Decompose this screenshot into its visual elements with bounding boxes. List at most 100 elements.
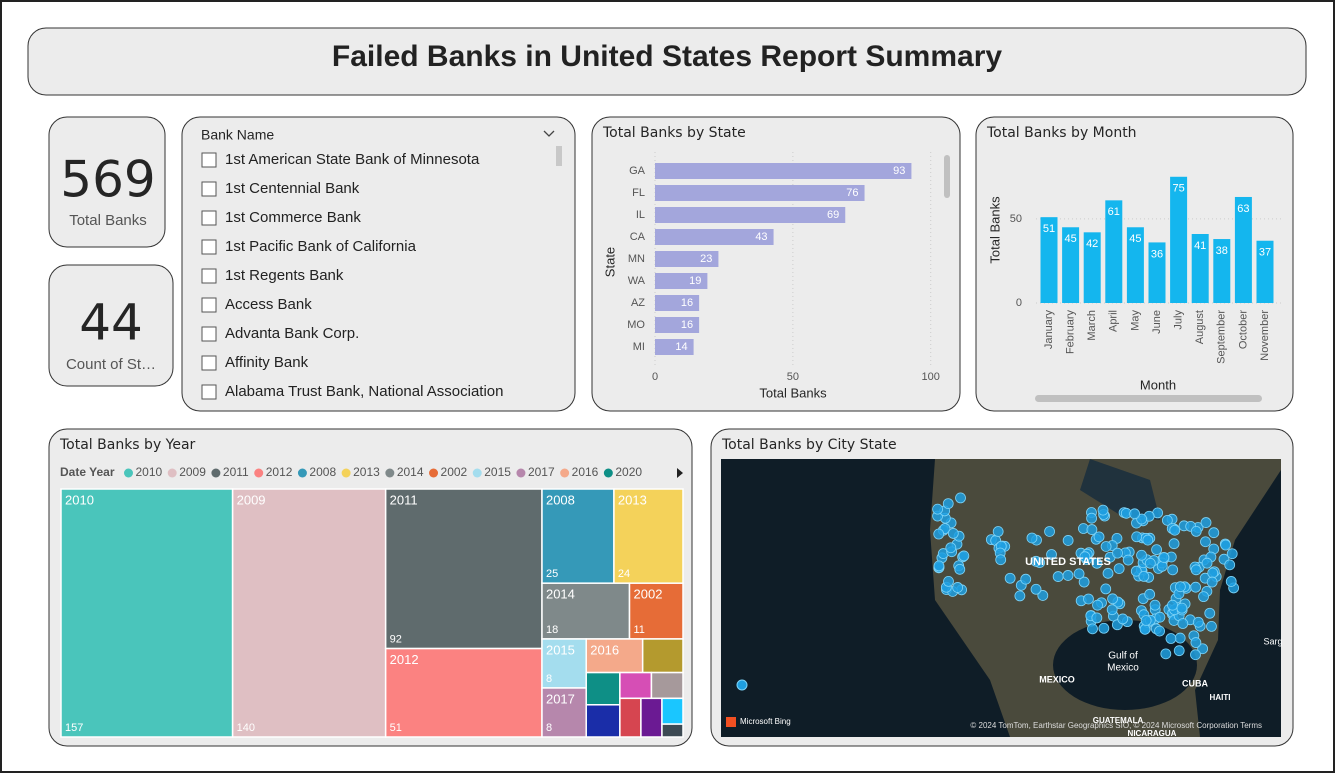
slicer-item[interactable]: 1st Regents Bank	[225, 267, 344, 284]
data-label: 18	[546, 624, 558, 636]
map-point	[1106, 604, 1118, 616]
data-label: 25	[546, 568, 558, 580]
checkbox[interactable]	[201, 152, 217, 168]
header-panel	[27, 27, 1307, 96]
map-point	[1113, 563, 1125, 574]
map-gulf	[1053, 620, 1197, 710]
legend-label: 2012	[266, 465, 293, 479]
checkbox[interactable]	[201, 326, 217, 342]
map-point	[1138, 571, 1150, 582]
map-point	[1144, 588, 1156, 600]
treemap-tile[interactable]	[619, 671, 653, 700]
map-ocean	[1195, 470, 1281, 737]
scrollbar[interactable]	[944, 155, 950, 198]
chart-title: Total Banks by Month	[986, 125, 1137, 141]
bar	[1083, 232, 1101, 303]
slicer-item[interactable]: 1st Commerce Bank	[225, 209, 361, 226]
legend-label: 2009	[179, 465, 206, 479]
bar	[655, 163, 912, 179]
treemap-tile[interactable]	[585, 638, 644, 674]
treemap-tile[interactable]	[60, 488, 234, 738]
map-point	[933, 560, 945, 572]
treemap-tile[interactable]	[661, 723, 684, 738]
y-tick-label: 0	[1016, 297, 1022, 309]
map-point	[933, 528, 945, 540]
treemap-tile[interactable]	[384, 488, 543, 650]
treemap-tile[interactable]	[541, 638, 587, 689]
treemap-tile[interactable]	[650, 671, 684, 700]
map-point	[1192, 616, 1204, 628]
data-label: 75	[1172, 183, 1184, 195]
legend-swatch	[385, 468, 395, 478]
slicer-item[interactable]: 1st Pacific Bank of California	[225, 238, 417, 255]
slicer-item[interactable]: Advanta Bank Corp.	[225, 325, 359, 342]
treemap-tile[interactable]	[541, 488, 615, 584]
legend-next[interactable]	[677, 468, 683, 478]
scrollbar[interactable]	[556, 146, 562, 166]
map-point	[1176, 602, 1188, 614]
treemap-tile[interactable]	[541, 582, 631, 640]
treemap-tile[interactable]	[541, 687, 587, 738]
map-point	[1158, 552, 1170, 563]
slicer-title[interactable]: Bank Name	[201, 127, 274, 143]
map-point	[943, 575, 954, 587]
checkbox[interactable]	[201, 239, 217, 255]
treemap-tile[interactable]	[619, 697, 642, 738]
map-point	[1130, 565, 1142, 577]
map-point	[952, 582, 964, 593]
map-point	[1091, 557, 1103, 569]
map-point	[1167, 599, 1178, 611]
checkbox[interactable]	[201, 210, 217, 226]
y-axis-title: Total Banks	[987, 196, 1002, 264]
data-label: 16	[681, 297, 693, 309]
map-point	[1100, 541, 1112, 552]
tile-label: 2002	[634, 587, 663, 602]
bar	[1170, 176, 1188, 303]
bar	[655, 251, 719, 267]
data-label: 41	[1194, 240, 1206, 252]
treemap-tile[interactable]	[641, 638, 684, 674]
data-label: 140	[237, 722, 255, 734]
dropdown-chevron[interactable]	[543, 130, 555, 137]
checkbox[interactable]	[201, 181, 217, 197]
map-point	[1052, 571, 1064, 582]
x-tick-label: 0	[652, 371, 658, 383]
map-point	[1200, 517, 1212, 528]
map-point	[1142, 534, 1154, 546]
map-point	[1030, 583, 1042, 595]
map-point	[1097, 504, 1109, 516]
map-point	[1046, 549, 1057, 560]
slicer-item[interactable]: 1st Centennial Bank	[225, 180, 360, 197]
card-panel	[48, 264, 174, 387]
treemap-tile[interactable]	[613, 488, 684, 584]
checkbox[interactable]	[201, 384, 217, 400]
chart-title: Total Banks by Year	[59, 437, 196, 453]
data-label: 16	[681, 319, 693, 331]
slicer-item[interactable]: Access Bank	[225, 296, 312, 313]
treemap-tile[interactable]	[585, 704, 621, 738]
treemap-tile[interactable]	[640, 697, 663, 738]
map-point	[954, 563, 966, 575]
data-label: 14	[675, 341, 687, 353]
checkbox[interactable]	[201, 355, 217, 371]
slicer-item[interactable]: 1st American State Bank of Minnesota	[225, 151, 480, 168]
treemap-tile[interactable]	[231, 488, 387, 738]
map-point	[1206, 620, 1217, 632]
map[interactable]	[721, 459, 1281, 737]
y-tick-label: AZ	[631, 297, 645, 309]
slicer-item[interactable]: Affinity Bank	[225, 354, 309, 371]
data-label: 19	[689, 275, 701, 287]
x-tick-label: January	[1043, 310, 1055, 350]
map-point	[1091, 612, 1103, 624]
map-point	[1190, 564, 1202, 576]
map-point	[1224, 559, 1236, 571]
checkbox[interactable]	[201, 297, 217, 313]
slicer-item[interactable]: Alabama Trust Bank, National Association	[225, 383, 503, 400]
scrollbar[interactable]	[1035, 395, 1262, 402]
treemap-tile[interactable]	[661, 697, 684, 725]
legend-label: 2017	[528, 465, 555, 479]
treemap-tile[interactable]	[585, 671, 621, 706]
checkbox[interactable]	[201, 268, 217, 284]
treemap-tile[interactable]	[384, 647, 543, 738]
